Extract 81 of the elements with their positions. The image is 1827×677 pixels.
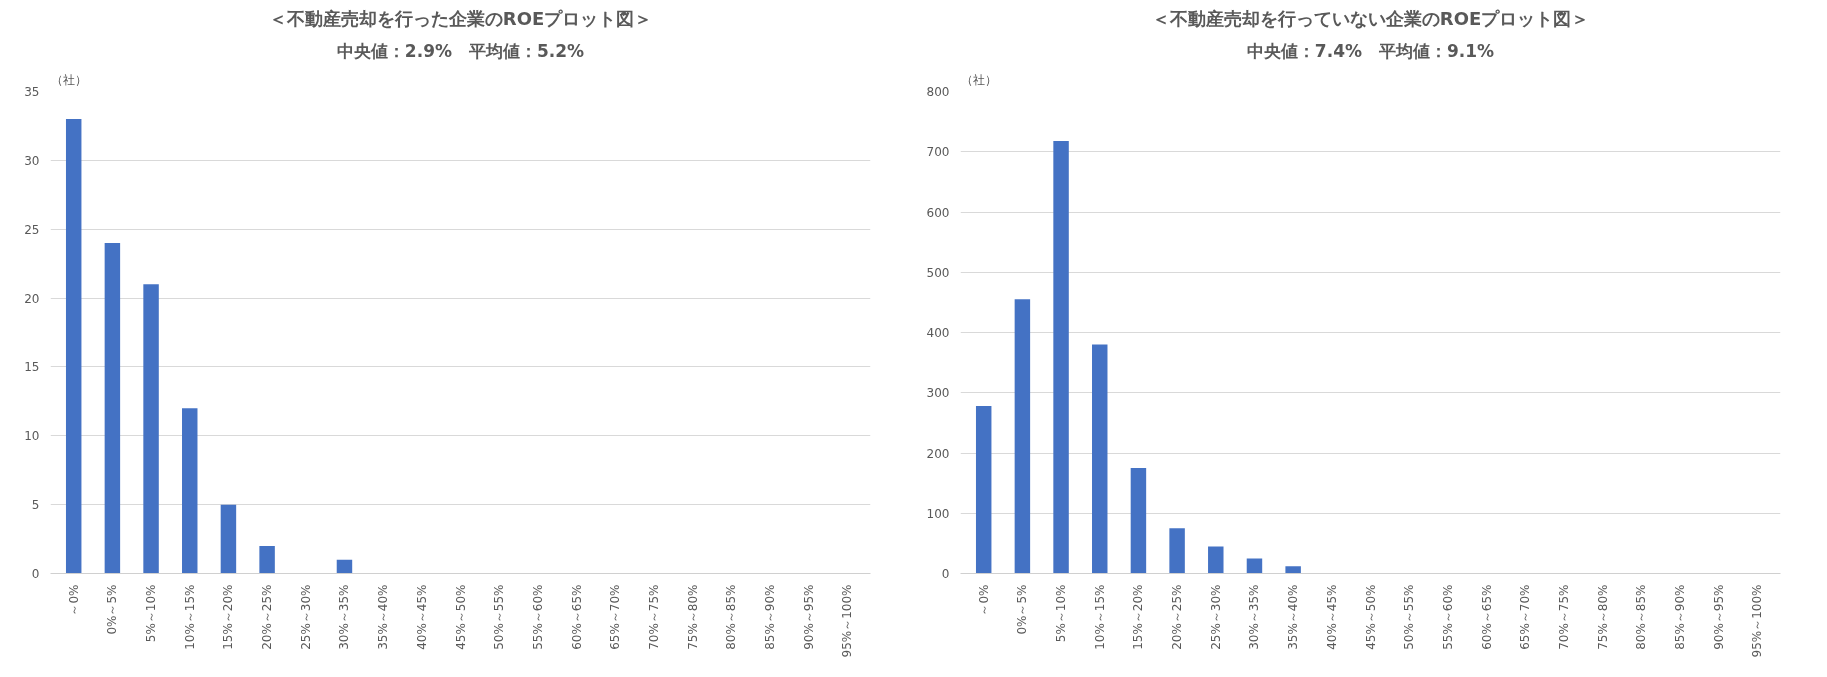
x-tick-label: ～0% — [976, 584, 991, 616]
y-tick-label: 300 — [926, 386, 950, 401]
x-tick-label: 90%～95% — [801, 584, 816, 650]
x-tick-label: 30%～35% — [1247, 584, 1262, 650]
x-tick-label: 80%～85% — [1634, 584, 1649, 650]
x-tick-label: 75%～80% — [1595, 584, 1610, 650]
y-tick-label: 15 — [24, 360, 40, 375]
x-tick-label: 15%～20% — [1131, 584, 1146, 650]
y-tick-label: 0 — [31, 567, 40, 581]
bar — [1208, 546, 1224, 574]
y-axis-title: （社） — [960, 72, 997, 87]
x-tick-label: 95%～100% — [840, 584, 855, 658]
y-tick-label: 35 — [24, 85, 40, 99]
x-tick-label: 60%～65% — [569, 584, 584, 650]
x-tick-label: 0%～5% — [105, 584, 120, 635]
x-tick-label: 45%～50% — [453, 584, 468, 650]
y-tick-label: 200 — [926, 446, 950, 461]
x-tick-label: 90%～95% — [1711, 584, 1726, 650]
x-tick-label: 80%～85% — [724, 584, 739, 650]
x-tick-label: 40%～45% — [414, 584, 429, 650]
x-tick-label: 10%～15% — [1092, 584, 1107, 650]
x-tick-label: 30%～35% — [337, 584, 352, 650]
x-tick-label: 85%～90% — [762, 584, 777, 650]
bar — [182, 408, 198, 574]
y-axis-title: （社） — [50, 72, 87, 87]
y-tick-label: 10 — [24, 429, 40, 444]
y-tick-label: 0 — [941, 567, 950, 581]
x-tick-label: 20%～25% — [1170, 584, 1185, 650]
bar — [65, 119, 82, 574]
x-tick-label: 70%～75% — [646, 584, 661, 650]
bar — [104, 242, 121, 574]
x-tick-label: 35%～40% — [1286, 584, 1301, 650]
x-tick-label: 15%～20% — [221, 584, 236, 650]
bar — [143, 284, 159, 574]
y-tick-label: 600 — [926, 205, 950, 220]
x-tick-label: 35%～40% — [376, 584, 391, 650]
bar — [975, 406, 992, 574]
x-tick-label: 25%～30% — [1208, 584, 1223, 650]
x-tick-label: 75%～80% — [685, 584, 700, 650]
chart-subtitle: 中央値：7.4% 平均値：9.1% — [1246, 40, 1495, 61]
bar — [1130, 468, 1147, 574]
x-tick-label: 65%～70% — [608, 584, 623, 650]
bar — [1053, 140, 1069, 574]
x-tick-label: 55%～60% — [530, 584, 545, 650]
x-tick-label: 5%～10% — [144, 584, 159, 643]
chart-title: ＜不動産売却を行った企業のROEプロット図＞ — [268, 7, 653, 29]
x-tick-label: 0%～5% — [1015, 584, 1030, 635]
x-tick-label: 65%～70% — [1518, 584, 1533, 650]
y-tick-label: 500 — [926, 265, 950, 280]
x-tick-label: 45%～50% — [1363, 584, 1378, 650]
x-tick-label: ～0% — [66, 584, 81, 616]
y-tick-label: 400 — [926, 326, 950, 340]
bar — [1246, 558, 1263, 574]
x-tick-label: 40%～45% — [1324, 584, 1339, 650]
y-tick-label: 800 — [926, 85, 950, 99]
x-tick-label: 25%～30% — [298, 584, 313, 650]
x-tick-label: 60%～65% — [1479, 584, 1494, 650]
y-tick-label: 25 — [24, 222, 40, 237]
y-tick-label: 20 — [24, 291, 40, 306]
y-tick-label: 30 — [24, 153, 40, 168]
bar — [1285, 566, 1301, 574]
chart-title: ＜不動産売却を行っていない企業のROEプロット図＞ — [1151, 7, 1590, 29]
bar — [259, 545, 275, 574]
x-tick-label: 70%～75% — [1556, 584, 1571, 650]
bar — [336, 559, 353, 574]
x-tick-label: 10%～15% — [182, 584, 197, 650]
bar — [1092, 344, 1108, 574]
x-tick-label: 5%～10% — [1054, 584, 1069, 643]
x-tick-label: 85%～90% — [1672, 584, 1687, 650]
chart-subtitle: 中央値：2.9% 平均値：5.2% — [336, 40, 585, 61]
x-tick-label: 95%～100% — [1750, 584, 1765, 658]
x-tick-label: 20%～25% — [260, 584, 275, 650]
y-tick-label: 700 — [926, 145, 950, 160]
y-tick-label: 5 — [31, 498, 40, 513]
x-tick-label: 55%～60% — [1440, 584, 1455, 650]
bar — [220, 504, 237, 574]
x-tick-label: 50%～55% — [1402, 584, 1417, 650]
y-tick-label: 100 — [926, 506, 950, 521]
x-tick-label: 50%～55% — [492, 584, 507, 650]
bar — [1014, 299, 1031, 574]
bar — [1169, 528, 1185, 574]
